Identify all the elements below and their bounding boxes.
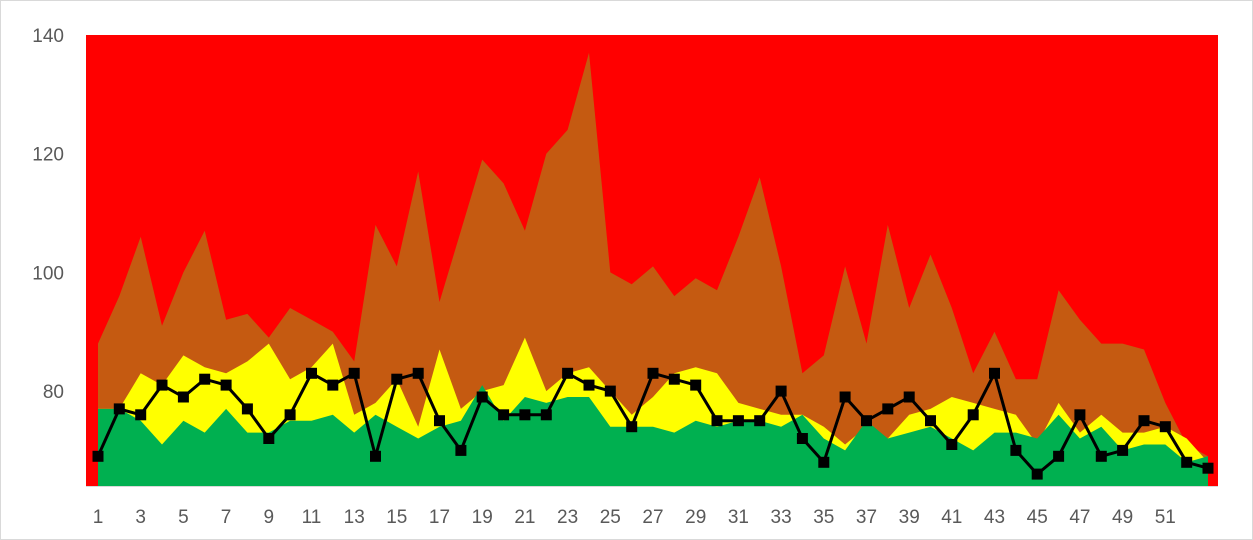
line-marker — [775, 385, 787, 397]
line-marker — [412, 367, 424, 379]
line-marker — [626, 421, 638, 433]
x-tick-label: 29 — [685, 507, 706, 528]
x-tick-label: 51 — [1155, 507, 1176, 528]
x-tick-label: 47 — [1069, 507, 1090, 528]
x-tick-label: 45 — [1027, 507, 1048, 528]
marker-group — [92, 367, 1214, 480]
line-marker — [839, 391, 851, 403]
x-tick-label: 41 — [941, 507, 962, 528]
line-marker — [156, 379, 168, 391]
x-tick-label: 19 — [472, 507, 493, 528]
line-marker — [1202, 462, 1214, 474]
y-tick-label: 100 — [32, 263, 64, 284]
x-tick-label: 13 — [344, 507, 365, 528]
x-tick-label: 49 — [1112, 507, 1133, 528]
line-marker — [241, 403, 253, 415]
line-marker — [1117, 444, 1129, 456]
line-marker — [796, 433, 808, 444]
line-marker — [732, 415, 744, 427]
x-tick-label: 39 — [899, 507, 920, 528]
line-marker — [177, 391, 189, 403]
line-marker — [391, 373, 403, 385]
line-marker — [903, 391, 915, 403]
x-axis: 1 3 5 7 9 11 13 15 17 19 21 23 25 27 29 31 33 35 37 39 41 43 4… — [86, 486, 1218, 528]
line-marker — [1074, 409, 1086, 421]
line-marker — [946, 439, 958, 450]
x-tick-label: 27 — [642, 507, 663, 528]
x-tick-label: 17 — [429, 507, 450, 528]
x-tick-label: 7 — [221, 507, 232, 528]
line-marker — [1095, 450, 1107, 462]
x-tick-label: 37 — [856, 507, 877, 528]
line-marker — [263, 433, 275, 444]
line-marker — [348, 367, 360, 379]
x-tick-label: 33 — [771, 507, 792, 528]
line-marker — [370, 450, 381, 462]
line-marker — [284, 409, 296, 421]
line-marker — [1053, 450, 1065, 462]
line-marker — [861, 415, 872, 427]
line-marker — [327, 379, 339, 391]
y-tick-label: 80 — [43, 382, 64, 403]
line-marker — [113, 403, 125, 415]
line-marker — [455, 444, 467, 456]
x-tick-label: 15 — [386, 507, 407, 528]
line-marker — [711, 415, 723, 427]
line-marker — [519, 409, 531, 421]
line-marker — [135, 409, 147, 421]
line-marker — [967, 409, 979, 421]
y-tick-label: 140 — [32, 26, 64, 47]
x-tick-label: 43 — [984, 507, 1005, 528]
line-marker — [882, 403, 894, 415]
line-marker — [540, 409, 552, 421]
x-tick-label: 9 — [264, 507, 275, 528]
x-tick-label: 31 — [728, 507, 749, 528]
line-marker — [604, 385, 616, 397]
line-marker — [818, 456, 830, 468]
area-series-0 — [98, 52, 1208, 487]
line-marker — [1031, 468, 1043, 480]
y-axis: 80 100 120 140 — [32, 26, 64, 403]
x-tick-label: 11 — [302, 507, 322, 528]
line-marker — [1138, 415, 1150, 427]
line-marker — [92, 450, 104, 462]
line-marker — [989, 367, 1000, 379]
y-tick-label: 120 — [32, 145, 64, 166]
line-marker — [1159, 421, 1171, 433]
line-marker — [1010, 444, 1022, 456]
line-marker — [925, 415, 936, 427]
line-marker — [220, 379, 232, 391]
x-tick-label: 21 — [514, 507, 535, 528]
line-marker — [754, 415, 766, 427]
line-marker — [690, 379, 702, 391]
line-marker — [668, 373, 680, 385]
x-tick-label: 25 — [600, 507, 621, 528]
line-marker — [476, 391, 488, 403]
x-tick-label: 5 — [178, 507, 189, 528]
line-marker — [583, 379, 595, 391]
line-marker — [562, 367, 574, 379]
x-tick-label: 35 — [813, 507, 834, 528]
x-tick-label: 23 — [557, 507, 578, 528]
x-tick-label: 3 — [135, 507, 146, 528]
line-marker — [498, 409, 510, 421]
line-marker — [1181, 456, 1193, 468]
line-marker — [199, 373, 211, 385]
line-marker — [306, 367, 317, 379]
line-marker — [647, 367, 659, 379]
line-marker — [434, 415, 445, 427]
x-tick-label: 1 — [93, 507, 104, 528]
